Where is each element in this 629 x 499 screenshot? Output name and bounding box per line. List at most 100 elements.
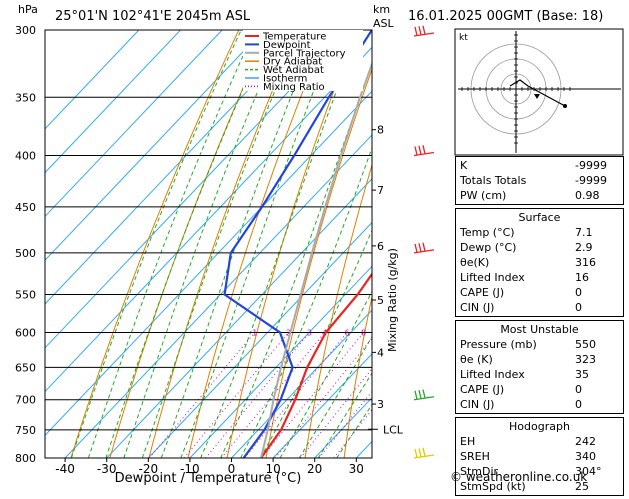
pw-label: PW (cm) (460, 188, 506, 203)
datetime-title: 16.01.2025 00GMT (Base: 18) (408, 9, 603, 24)
x-tick-label: -40 (55, 462, 75, 476)
surface-label: Lifted Index (460, 270, 525, 285)
pressure-tick-label: 650 (15, 361, 36, 374)
hodograph-table-row: EH 242 (456, 434, 623, 449)
wind-barb (414, 390, 434, 400)
totals-value: -9999 (575, 173, 619, 188)
location-title: 25°01'N 102°41'E 2045m ASL (55, 9, 251, 24)
lcl-label: LCL (383, 423, 404, 436)
mixing-ratio-axis-title: Mixing Ratio (g/kg) (386, 248, 399, 352)
wet-adiabat (201, 30, 360, 458)
surface-label: Dewp (°C) (460, 240, 516, 255)
mixing-ratio-line (149, 333, 255, 459)
x-tick-label: 10 (265, 462, 280, 476)
most-unstable-row: CIN (J) 0 (456, 397, 623, 412)
surface-value: 7.1 (575, 225, 619, 240)
hpa-label: hPa (18, 3, 38, 16)
mixing-ratio-label: 20 (414, 328, 424, 337)
surface-row: θe(K)316 (456, 255, 623, 270)
wind-barb (414, 243, 434, 253)
mixing-ratio-label: 10 (372, 328, 382, 337)
surface-row: Temp (°C) 7.1 (456, 225, 623, 240)
most-unstable-row: CAPE (J) 0 (456, 382, 623, 397)
wet-adiabat (88, 30, 254, 458)
pw-value: 0.98 (575, 188, 619, 203)
km-tick-label: 6 (377, 240, 384, 253)
dry-adiabat (266, 30, 386, 458)
x-tick-label: 0 (228, 462, 236, 476)
wind-barb-flag (415, 391, 417, 400)
wind-barb-flag (423, 243, 425, 252)
isotherm-line (65, 30, 472, 458)
most-unstable-value: 0 (575, 382, 619, 397)
isotherm-line (24, 30, 431, 458)
most-unstable-value: 35 (575, 367, 619, 382)
most-unstable-value: 0 (575, 397, 619, 412)
surface-label: Temp (°C) (460, 225, 515, 240)
totals-label: Totals Totals (460, 173, 526, 188)
plot-frame (45, 30, 372, 458)
hodograph-table-value: 340 (575, 449, 619, 464)
k-value: -9999 (575, 158, 619, 173)
pressure-tick-label: 400 (15, 150, 36, 163)
surface-row: CIN (J)0 (456, 300, 623, 315)
km-label: km (373, 3, 390, 16)
wind-barb-flag (423, 145, 425, 154)
km-tick-label: 3 (377, 398, 384, 411)
surface-value: 16 (575, 270, 619, 285)
hodograph-table-label: SREH (460, 449, 490, 464)
hodograph-kt-label: kt (459, 33, 468, 43)
most-unstable-label: CAPE (J) (460, 382, 504, 397)
hodograph-table-label: EH (460, 434, 475, 449)
wind-barbs (414, 26, 434, 458)
wind-barb-flag (423, 390, 425, 399)
km-tick-label: 4 (377, 346, 384, 359)
km-tick-label: 5 (377, 294, 384, 307)
surface-row: Dewp (°C)2.9 (456, 240, 623, 255)
wind-barb (414, 26, 434, 36)
k-label: K (460, 158, 467, 173)
x-tick-label: 20 (307, 462, 322, 476)
profiles (225, 30, 468, 458)
pressure-tick-label: 300 (15, 24, 36, 37)
indices-box: K -9999 Totals Totals -9999 PW (cm) 0.98 (455, 156, 624, 205)
wind-barb (414, 448, 434, 458)
hodograph-table-value: 242 (575, 434, 619, 449)
x-tick-label: -20 (138, 462, 158, 476)
mixing-ratio-label: 25 (428, 328, 438, 337)
dry-adiabat (71, 30, 239, 458)
surface-value: 316 (575, 255, 619, 270)
isotherm-line (0, 30, 264, 458)
hodograph-end-point (563, 104, 567, 108)
wind-barb-flag (415, 27, 417, 36)
wind-barb-flag (419, 448, 421, 457)
mixing-ratio-line (319, 333, 419, 459)
hodograph-table-row: SREH 340 (456, 449, 623, 464)
surface-label: CIN (J) (460, 300, 494, 315)
wind-barb-flag (419, 243, 421, 252)
wind-barb (414, 145, 434, 155)
km-tick-label: 8 (377, 124, 384, 137)
surface-row: CAPE (J)0 (456, 285, 623, 300)
wind-barb-flag (415, 449, 417, 458)
credit-text: © weatheronline.co.uk (450, 470, 587, 484)
x-tick-label: -30 (97, 462, 117, 476)
most-unstable-row: θe (K)323 (456, 352, 623, 367)
pressure-tick-label: 750 (15, 424, 36, 437)
hodograph: kt (455, 29, 623, 155)
isotherm-line (0, 30, 305, 458)
pressure-tick-label: 500 (15, 247, 36, 260)
wind-barb-flag (419, 146, 421, 155)
most-unstable-label: CIN (J) (460, 397, 494, 412)
most-unstable-label: Pressure (mb) (460, 337, 537, 352)
surface-row: Lifted Index 16 (456, 270, 623, 285)
wind-barb-flag (419, 390, 421, 399)
isotherm-line (107, 30, 514, 458)
mixing-ratio-line (262, 333, 364, 459)
pressure-tick-label: 550 (15, 288, 36, 301)
